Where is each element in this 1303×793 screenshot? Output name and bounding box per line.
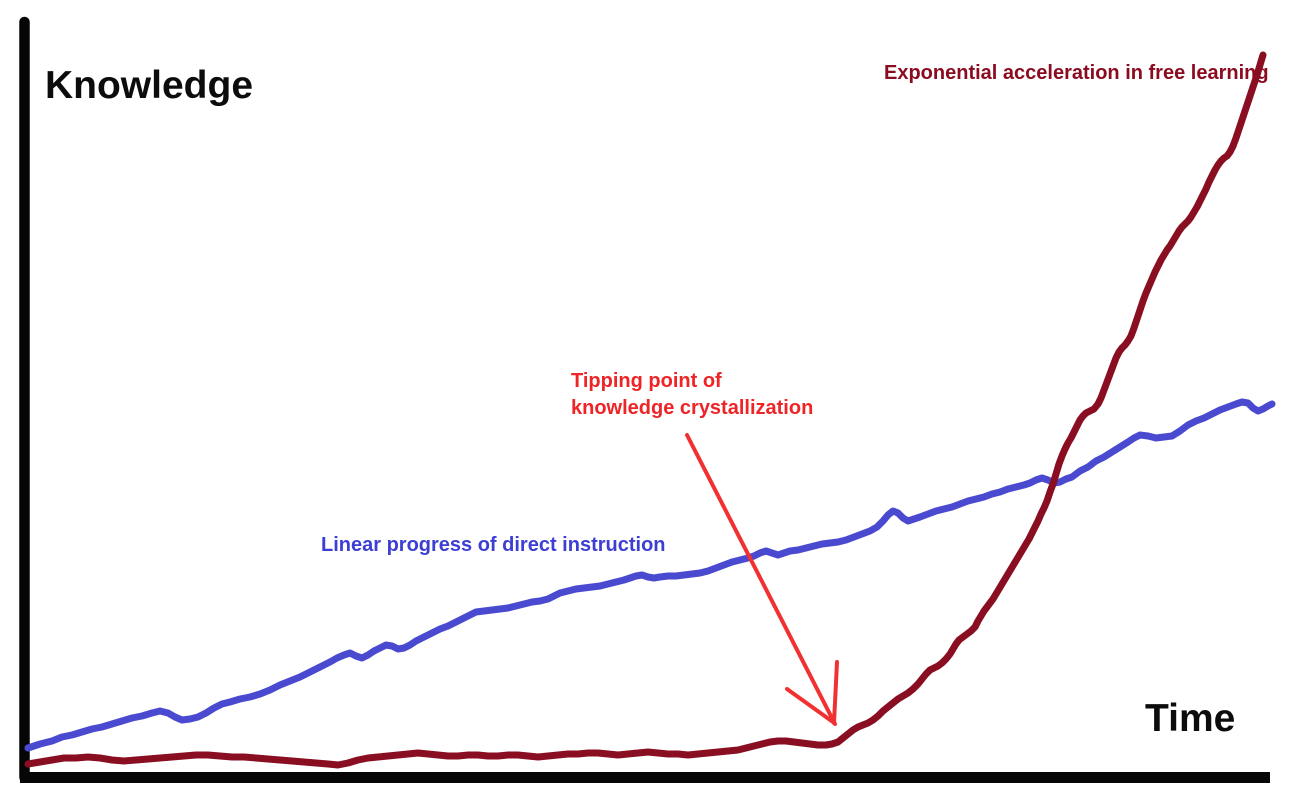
series-label-linear: Linear progress of direct instruction [321, 534, 666, 556]
series-line-exponential [24, 51, 1267, 769]
annotation-arrow [685, 433, 837, 726]
series-line-linear [24, 398, 1276, 752]
annotation-arrow [832, 660, 839, 725]
annotation-arrow [785, 687, 835, 724]
tipping-point-annotation-line2: knowledge crystallization [571, 397, 814, 419]
series-label-exponential: Exponential acceleration in free learnin… [884, 62, 1269, 84]
y-axis-label: Knowledge [45, 64, 254, 107]
tipping-point-annotation: Tipping point of knowledge crystallizati… [571, 368, 813, 422]
tipping-point-annotation-line1: Tipping point of [571, 370, 722, 392]
x-axis-label: Time [1145, 697, 1236, 740]
